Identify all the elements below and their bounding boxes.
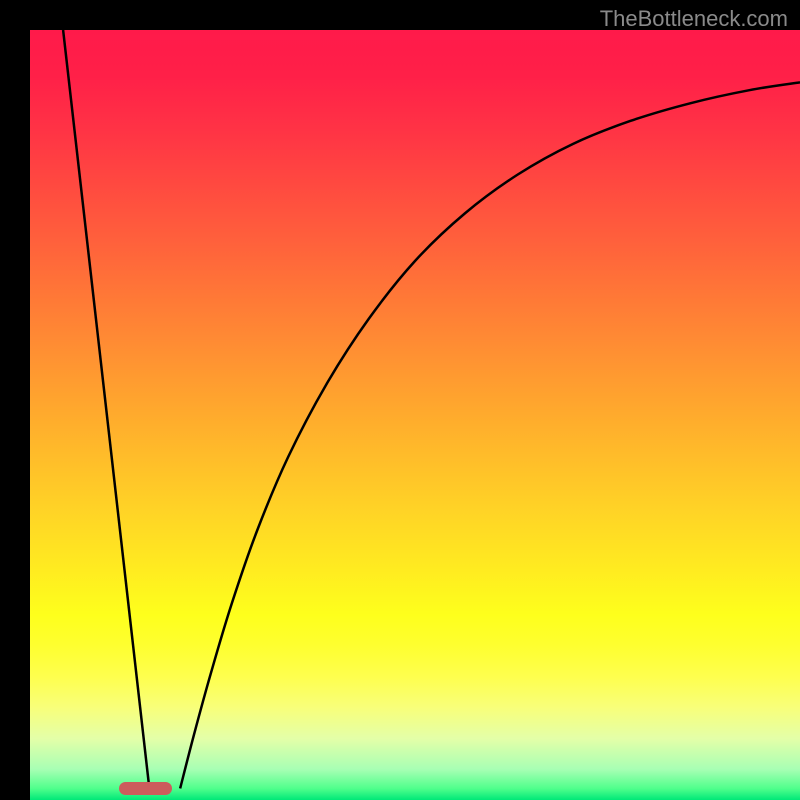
chart-background [30, 30, 800, 800]
watermark-text: TheBottleneck.com [600, 6, 788, 32]
chart-plot-area [30, 30, 800, 800]
chart-container [30, 30, 800, 800]
bottleneck-marker [119, 782, 171, 795]
